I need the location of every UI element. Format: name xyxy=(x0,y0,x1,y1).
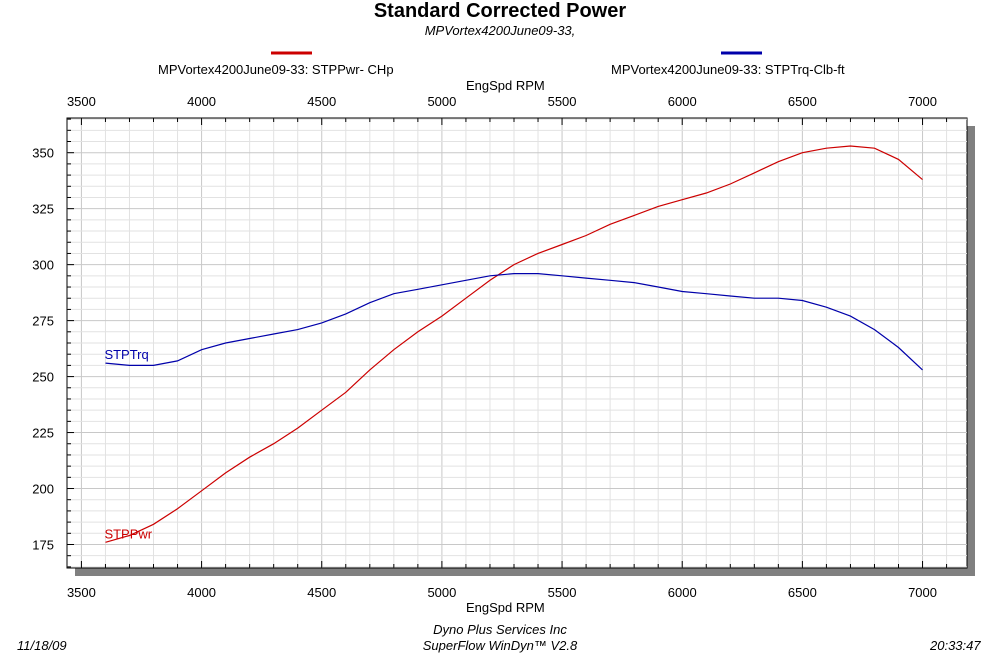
x-tick-label-bottom: 6500 xyxy=(788,585,817,600)
y-tick-label: 225 xyxy=(32,426,54,441)
footer-company: Dyno Plus Services Inc xyxy=(433,622,567,637)
x-tick-label-top: 5500 xyxy=(548,94,577,109)
y-tick-label: 300 xyxy=(32,258,54,273)
x-tick-label-bottom: 6000 xyxy=(668,585,697,600)
series-line-torque xyxy=(105,273,923,371)
y-tick-label: 175 xyxy=(32,537,54,552)
y-tick-label: 275 xyxy=(32,314,54,329)
footer-date: 11/18/09 xyxy=(17,638,67,653)
x-tick-label-top: 7000 xyxy=(908,94,937,109)
x-tick-label-bottom: 3500 xyxy=(67,585,96,600)
x-tick-label-bottom: 4000 xyxy=(187,585,216,600)
series-label-power: STPPwr xyxy=(104,526,152,541)
x-tick-label-top: 3500 xyxy=(67,94,96,109)
x-axis-label-bottom: EngSpd RPM xyxy=(466,600,545,615)
y-tick-label: 325 xyxy=(32,202,54,217)
x-axis-label-top: EngSpd RPM xyxy=(466,78,545,93)
series-labels: STPPwr STPTrq xyxy=(104,347,152,541)
y-tick-label: 200 xyxy=(32,482,54,497)
legend-label-torque: MPVortex4200June09-33: STPTrq-Clb-ft xyxy=(611,62,845,77)
series-label-torque: STPTrq xyxy=(104,347,148,362)
x-tick-label-bottom: 5500 xyxy=(548,585,577,600)
x-tick-label-bottom: 5000 xyxy=(427,585,456,600)
x-tick-label-bottom: 4500 xyxy=(307,585,336,600)
series-lines xyxy=(105,145,923,543)
tick-labels: 3500 3500 4000 4000 4500 4500 5000 5000 5500 5500… xyxy=(32,94,937,600)
chart-title: Standard Corrected Power xyxy=(373,0,627,22)
x-tick-label-bottom: 7000 xyxy=(908,585,937,600)
footer-software: SuperFlow WinDyn™ V2.8 xyxy=(422,638,578,653)
x-tick-label-top: 4500 xyxy=(307,94,336,109)
y-tick-label: 350 xyxy=(32,146,54,161)
axis-ticks xyxy=(67,118,948,568)
x-tick-label-top: 6000 xyxy=(668,94,697,109)
chart-subtitle: MPVortex4200June09-33, xyxy=(424,23,576,38)
footer-time: 20:33:47 xyxy=(930,638,981,653)
series-line-power xyxy=(105,145,923,543)
legend-label-power: MPVortex4200June09-33: STPPwr- CHp xyxy=(158,62,394,77)
x-tick-label-top: 5000 xyxy=(427,94,456,109)
y-tick-label: 250 xyxy=(32,370,54,385)
x-tick-label-top: 6500 xyxy=(788,94,817,109)
x-tick-label-top: 4000 xyxy=(187,94,216,109)
